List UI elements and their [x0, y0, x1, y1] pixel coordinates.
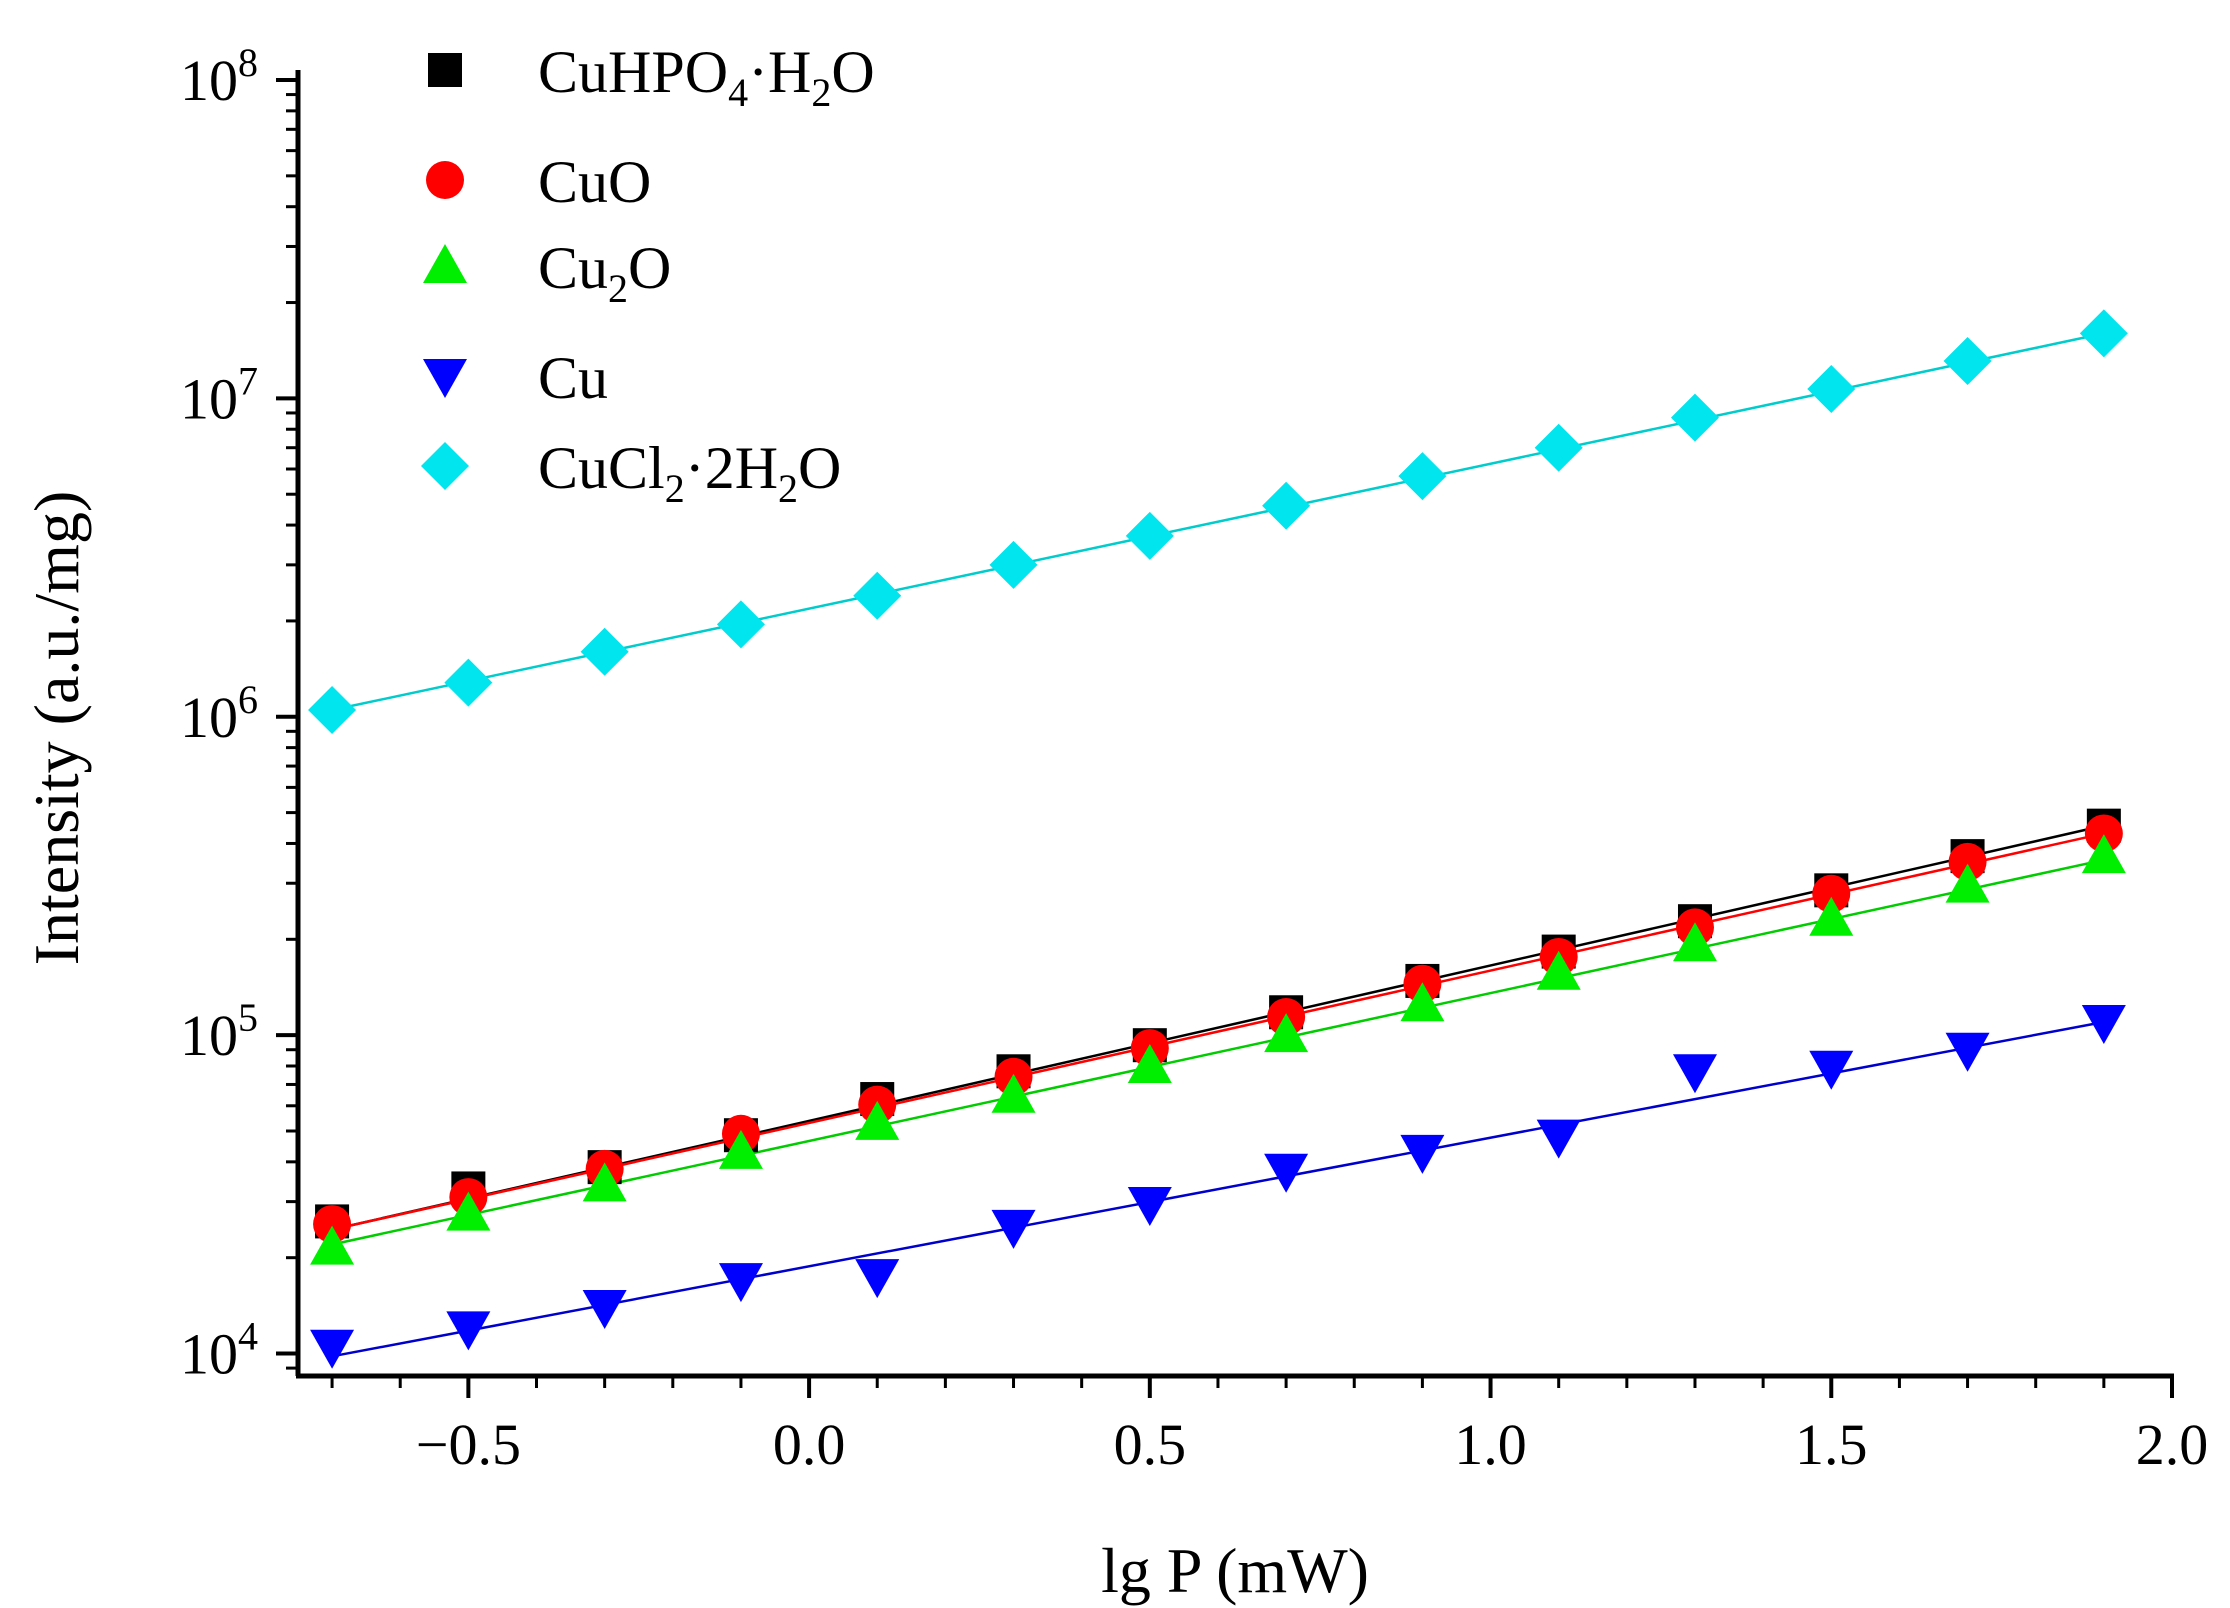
y-tick-label: 104 — [180, 1314, 258, 1387]
data-point-series-3 — [310, 1329, 355, 1369]
data-point-series-3 — [582, 1290, 627, 1330]
data-point-series-2 — [1945, 863, 1990, 903]
legend-marker-3 — [423, 359, 467, 398]
y-tick-label: 105 — [180, 995, 258, 1068]
data-point-series-1 — [1812, 874, 1851, 913]
x-tick-label: 0.5 — [1114, 1412, 1187, 1477]
y-axis-title: Intensity (a.u./mg) — [21, 491, 92, 966]
data-point-series-3 — [718, 1263, 763, 1303]
legend-label-3: Cu — [538, 345, 608, 411]
x-tick-label: 2.0 — [2136, 1412, 2209, 1477]
fit-line-series-3 — [331, 1020, 2105, 1358]
data-point-series-2 — [1672, 922, 1717, 962]
data-point-series-2 — [991, 1073, 1036, 1113]
data-point-series-3 — [2081, 1004, 2126, 1044]
data-point-series-4 — [1262, 481, 1311, 530]
data-point-series-3 — [1672, 1054, 1717, 1094]
data-point-series-3 — [1945, 1032, 1990, 1072]
data-point-series-2 — [1809, 896, 1854, 936]
data-point-series-4 — [716, 600, 765, 649]
fit-line-series-0 — [331, 824, 2105, 1231]
data-point-series-2 — [582, 1162, 627, 1202]
legend-marker-1 — [426, 161, 464, 199]
data-point-series-3 — [446, 1311, 491, 1351]
data-point-series-4 — [1670, 393, 1719, 442]
data-point-series-4 — [2079, 309, 2128, 358]
fit-lines — [331, 332, 2105, 1358]
data-point-series-3 — [1809, 1050, 1854, 1090]
legend-marker-0 — [428, 53, 462, 87]
legend-marker-4 — [421, 442, 469, 490]
x-axis-title: lg P (mW) — [1101, 1535, 1369, 1606]
y-tick-label: 107 — [180, 358, 258, 431]
data-point-series-4 — [1534, 423, 1583, 472]
data-point-series-2 — [310, 1225, 355, 1265]
axes: −0.5 0.0 0.5 1.0 1.5 2.0 104 105 106 107 108 — [180, 40, 2208, 1477]
data-point-series-2 — [855, 1100, 900, 1140]
legend-label-2: Cu2O — [538, 235, 671, 311]
data-markers — [308, 309, 2128, 1369]
x-tick-label: 1.5 — [1795, 1412, 1868, 1477]
data-point-series-4 — [1125, 511, 1174, 560]
data-point-series-3 — [1400, 1134, 1445, 1174]
data-point-series-4 — [989, 540, 1038, 589]
data-point-series-4 — [444, 658, 493, 707]
data-point-series-2 — [1400, 982, 1445, 1022]
x-tick-label: −0.5 — [416, 1412, 521, 1477]
data-point-series-3 — [1127, 1186, 1172, 1226]
x-tick-label: 1.0 — [1454, 1412, 1527, 1477]
legend: CuHPO4·H2O CuO Cu2O Cu CuCl2·2H2O — [421, 39, 875, 511]
data-point-series-1 — [1948, 842, 1987, 881]
data-point-series-4 — [1943, 337, 1992, 386]
x-tick-label: 0.0 — [773, 1412, 846, 1477]
data-point-series-3 — [855, 1259, 900, 1299]
data-point-series-1 — [2084, 814, 2123, 853]
data-point-series-4 — [308, 686, 357, 735]
data-point-series-2 — [1536, 950, 1581, 990]
legend-label-4: CuCl2·2H2O — [538, 435, 841, 511]
data-point-series-2 — [2081, 834, 2126, 874]
data-point-series-4 — [853, 571, 902, 620]
legend-label-1: CuO — [538, 149, 651, 215]
data-point-series-2 — [718, 1129, 763, 1169]
y-tick-label: 106 — [180, 677, 258, 750]
data-point-series-4 — [580, 627, 629, 676]
data-point-series-4 — [1398, 452, 1447, 501]
data-point-series-2 — [1127, 1044, 1172, 1084]
data-point-series-2 — [446, 1191, 491, 1231]
data-point-series-2 — [1264, 1013, 1309, 1053]
data-point-series-3 — [1264, 1153, 1309, 1193]
data-point-series-3 — [1536, 1119, 1581, 1159]
fit-line-series-4 — [331, 332, 2105, 712]
data-point-series-1 — [313, 1205, 352, 1244]
fit-line-series-2 — [331, 858, 2105, 1246]
legend-label-0: CuHPO4·H2O — [538, 39, 875, 115]
data-point-series-3 — [991, 1209, 1036, 1249]
legend-marker-2 — [423, 244, 467, 283]
data-point-series-4 — [1807, 365, 1856, 414]
fit-line-series-1 — [331, 832, 2105, 1231]
y-tick-label: 108 — [180, 40, 258, 113]
